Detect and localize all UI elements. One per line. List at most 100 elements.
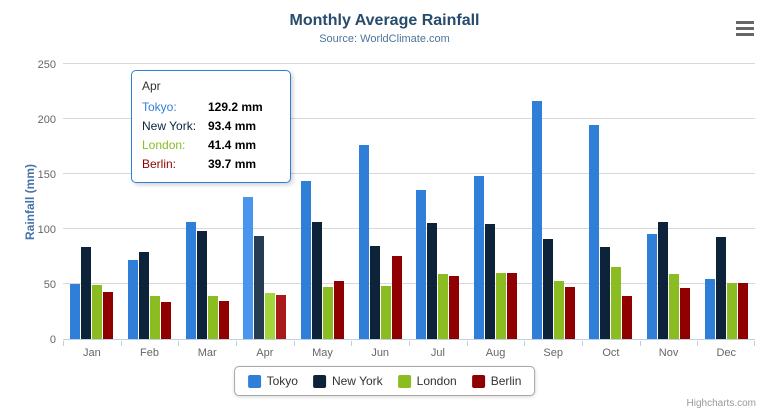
bar-tokyo-feb[interactable] (128, 260, 138, 339)
tooltip-series-value: 93.4 mm (208, 119, 257, 133)
x-axis-tick (524, 341, 525, 346)
bar-tokyo-mar[interactable] (185, 222, 196, 339)
bar-tokyo-nov[interactable] (647, 234, 658, 339)
legend-label-berlin: Berlin (490, 374, 522, 388)
bar-berlin-dec[interactable] (737, 283, 748, 339)
bar-tokyo-jan[interactable] (70, 284, 81, 339)
chart-title: Monthly Average Rainfall (289, 12, 480, 29)
legend-label-new-york: New York (331, 374, 383, 388)
column-group-aug (467, 65, 525, 339)
column-group-dec (697, 65, 755, 339)
tooltip-series-value: 41.4 mm (208, 138, 257, 152)
column-group-jun (351, 65, 409, 339)
x-axis-label-apr: Apr (256, 347, 274, 359)
bar-tokyo-apr[interactable] (243, 197, 254, 339)
bar-berlin-mar[interactable] (218, 301, 229, 339)
gridline (63, 228, 755, 229)
bar-london-oct[interactable] (611, 267, 622, 339)
bar-london-jan[interactable] (92, 285, 103, 339)
tooltip-series-name: New York: (142, 119, 197, 133)
bar-berlin-may[interactable] (334, 281, 345, 339)
x-axis-tick (697, 341, 698, 346)
bar-tokyo-jun[interactable] (358, 145, 369, 339)
legend-symbol-london (397, 374, 411, 388)
y-axis-tick-label: 100 (37, 224, 56, 236)
column-group-nov (640, 65, 698, 339)
gridline (63, 63, 755, 64)
bar-london-jun[interactable] (380, 286, 391, 339)
x-axis-label-mar: Mar (197, 347, 217, 359)
bar-london-sep[interactable] (553, 281, 564, 339)
tooltip-row-new-york: New York: 93.4 mm (142, 117, 280, 136)
y-axis-tick-label: 150 (37, 169, 56, 181)
bar-tokyo-may[interactable] (301, 181, 312, 339)
bar-london-jul[interactable] (438, 274, 449, 339)
x-axis-label-sep: Sep (543, 347, 563, 359)
bar-london-dec[interactable] (726, 283, 737, 339)
bar-berlin-nov[interactable] (680, 288, 691, 339)
tooltip-row-tokyo: Tokyo: 129.2 mm (142, 98, 280, 117)
hamburger-icon (736, 33, 754, 36)
bar-london-apr[interactable] (265, 293, 276, 339)
x-axis-label-jul: Jul (430, 347, 445, 359)
y-axis-tick-label: 200 (37, 114, 56, 126)
bar-tokyo-jul[interactable] (416, 190, 427, 339)
legend-item-tokyo[interactable]: Tokyo (247, 374, 298, 388)
legend-label-tokyo: Tokyo (266, 374, 298, 388)
tooltip-row-london: London: 41.4 mm (142, 136, 280, 155)
x-axis-label-jan: Jan (82, 347, 101, 359)
y-axis-tick-label: 0 (49, 334, 56, 346)
tooltip: Apr Tokyo: 129.2 mm New York: 93.4 mm London… (131, 70, 291, 183)
hamburger-icon (736, 21, 754, 24)
bar-new-york-nov[interactable] (658, 222, 669, 339)
highcharts-credit[interactable]: Highcharts.com (686, 398, 756, 409)
bar-london-mar[interactable] (207, 296, 218, 339)
bar-berlin-apr[interactable] (276, 295, 287, 339)
tooltip-series-value: 129.2 mm (208, 100, 263, 114)
legend: Tokyo New York London Berlin (233, 366, 536, 396)
bar-new-york-jul[interactable] (427, 223, 438, 339)
x-axis-tick (236, 341, 237, 346)
bar-new-york-aug[interactable] (485, 224, 496, 339)
export-menu-button[interactable] (735, 20, 755, 37)
bar-new-york-sep[interactable] (542, 239, 553, 339)
gridline (63, 283, 755, 284)
bar-london-may[interactable] (323, 287, 334, 339)
column-group-apr (236, 65, 294, 339)
bar-london-aug[interactable] (496, 273, 507, 339)
x-axis-label-dec: Dec (716, 347, 736, 359)
bar-tokyo-oct[interactable] (589, 125, 600, 339)
tooltip-series-name: Tokyo: (142, 100, 177, 114)
bar-new-york-may[interactable] (312, 222, 323, 339)
legend-item-london[interactable]: London (397, 374, 457, 388)
bar-berlin-sep[interactable] (564, 287, 575, 339)
bar-new-york-mar[interactable] (196, 231, 207, 339)
bar-berlin-jun[interactable] (391, 256, 402, 339)
bar-new-york-feb[interactable] (139, 252, 149, 339)
bar-new-york-jan[interactable] (81, 247, 92, 339)
bar-london-nov[interactable] (669, 274, 680, 339)
x-axis-tick (467, 341, 468, 346)
bar-tokyo-aug[interactable] (474, 176, 485, 339)
bar-new-york-jun[interactable] (369, 246, 380, 339)
bar-new-york-oct[interactable] (600, 247, 611, 339)
bar-new-york-apr[interactable] (254, 236, 265, 339)
gridline (63, 118, 755, 119)
y-axis-tick-label: 250 (37, 59, 56, 71)
bar-london-feb[interactable] (150, 296, 160, 339)
bar-new-york-dec[interactable] (715, 237, 726, 339)
chart-subtitle: Source: WorldClimate.com (319, 33, 450, 45)
legend-item-new-york[interactable]: New York (312, 374, 383, 388)
bar-berlin-jan[interactable] (103, 292, 114, 339)
column-group-mar (178, 65, 236, 339)
tooltip-rows: Tokyo: 129.2 mm New York: 93.4 mm London: 41.… (142, 98, 280, 174)
bar-berlin-aug[interactable] (507, 273, 518, 339)
bar-berlin-oct[interactable] (622, 296, 633, 339)
bar-berlin-feb[interactable] (161, 302, 171, 339)
bar-tokyo-dec[interactable] (704, 279, 715, 339)
bar-berlin-jul[interactable] (449, 276, 460, 339)
column-group-oct (582, 65, 640, 339)
y-axis-tick-label: 50 (43, 279, 56, 291)
legend-item-berlin[interactable]: Berlin (471, 374, 522, 388)
bar-tokyo-sep[interactable] (531, 101, 542, 339)
